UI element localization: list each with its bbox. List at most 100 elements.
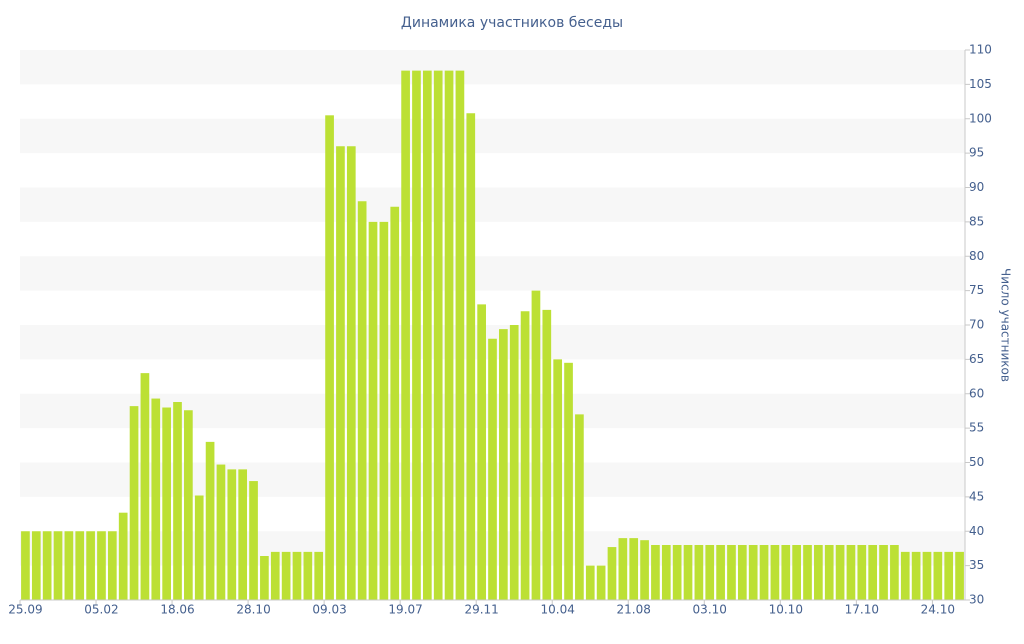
x-tick-label: 24.10 [921, 603, 955, 617]
bar [803, 545, 812, 600]
bar [575, 414, 584, 600]
y-tick-label: 70 [969, 318, 984, 332]
bar [249, 481, 258, 600]
bar [846, 545, 856, 600]
bar [151, 398, 161, 600]
bar [933, 551, 943, 600]
x-tick-label: 21.08 [617, 603, 651, 617]
bar [618, 538, 628, 600]
y-tick-label: 100 [969, 111, 992, 125]
bar [727, 545, 736, 600]
bar [75, 531, 85, 600]
bar [651, 545, 660, 600]
bar [118, 512, 128, 600]
bar [705, 545, 715, 600]
y-tick-label: 75 [969, 283, 984, 297]
bar [879, 545, 888, 600]
bar [86, 531, 95, 600]
y-tick-label: 105 [969, 77, 992, 91]
bar [499, 329, 508, 600]
bar [336, 146, 345, 600]
y-tick-label: 45 [969, 489, 984, 503]
bar [379, 221, 389, 600]
grid-band [20, 50, 965, 85]
bar [140, 373, 150, 600]
x-tick-label: 03.10 [693, 603, 727, 617]
x-tick-label: 10.10 [769, 603, 803, 617]
x-tick-label: 09.03 [312, 603, 346, 617]
bar [314, 551, 324, 600]
bar [716, 545, 725, 600]
bar [629, 538, 639, 600]
bar [564, 362, 573, 600]
bar [292, 551, 302, 600]
bar [97, 531, 106, 600]
x-tick-label: 17.10 [845, 603, 879, 617]
x-tick-label: 29.11 [464, 603, 498, 617]
bar [781, 545, 791, 600]
y-tick-label: 110 [969, 43, 992, 57]
y-tick-label: 80 [969, 249, 984, 263]
bar [270, 551, 280, 600]
x-tick-label: 10.04 [540, 603, 574, 617]
x-tick-label: 19.07 [388, 603, 422, 617]
bar [900, 551, 910, 600]
bar [509, 325, 519, 600]
bar [325, 115, 334, 600]
bar [640, 540, 649, 600]
bar [303, 551, 313, 600]
bar [520, 311, 530, 600]
y-tick-label: 60 [969, 386, 984, 400]
bar [162, 407, 171, 600]
x-tick-label: 25.09 [8, 603, 42, 617]
bar [944, 551, 954, 600]
bar [770, 545, 780, 600]
bar [194, 495, 204, 600]
chart-title: Динамика участников беседы [401, 15, 623, 31]
bar [857, 545, 867, 600]
bar [368, 221, 378, 600]
y-tick-label: 85 [969, 214, 984, 228]
bar [346, 146, 356, 600]
bar [553, 359, 563, 600]
bar [173, 402, 182, 600]
bar [227, 469, 237, 600]
bar [922, 551, 932, 600]
y-tick-label: 40 [969, 524, 984, 538]
bar [477, 304, 486, 600]
bar [868, 545, 878, 600]
bar [21, 531, 30, 600]
bar [238, 469, 248, 600]
bar [694, 545, 704, 600]
bar [64, 531, 74, 600]
bar [531, 290, 541, 600]
y-tick-label: 50 [969, 455, 984, 469]
bar [748, 545, 758, 600]
bar [607, 547, 617, 600]
bar [129, 406, 139, 600]
bar [184, 410, 193, 600]
bar [737, 545, 747, 600]
grid-band [20, 118, 965, 154]
y-tick-label: 65 [969, 352, 984, 366]
bar [683, 545, 693, 600]
bar [390, 206, 400, 600]
bar [455, 70, 465, 600]
grid-band [20, 187, 965, 222]
bar [433, 70, 443, 600]
bar [661, 545, 671, 600]
x-tick-label: 05.02 [84, 603, 118, 617]
bar [444, 70, 454, 600]
bar [205, 441, 215, 600]
bar [466, 113, 476, 600]
bar [672, 545, 682, 600]
bar [216, 464, 226, 600]
bar [542, 309, 552, 600]
y-tick-label: 30 [969, 593, 984, 607]
bar [281, 551, 291, 600]
y-tick-label: 55 [969, 421, 984, 435]
bar [792, 545, 801, 600]
bar [31, 531, 41, 600]
bar [412, 70, 421, 600]
